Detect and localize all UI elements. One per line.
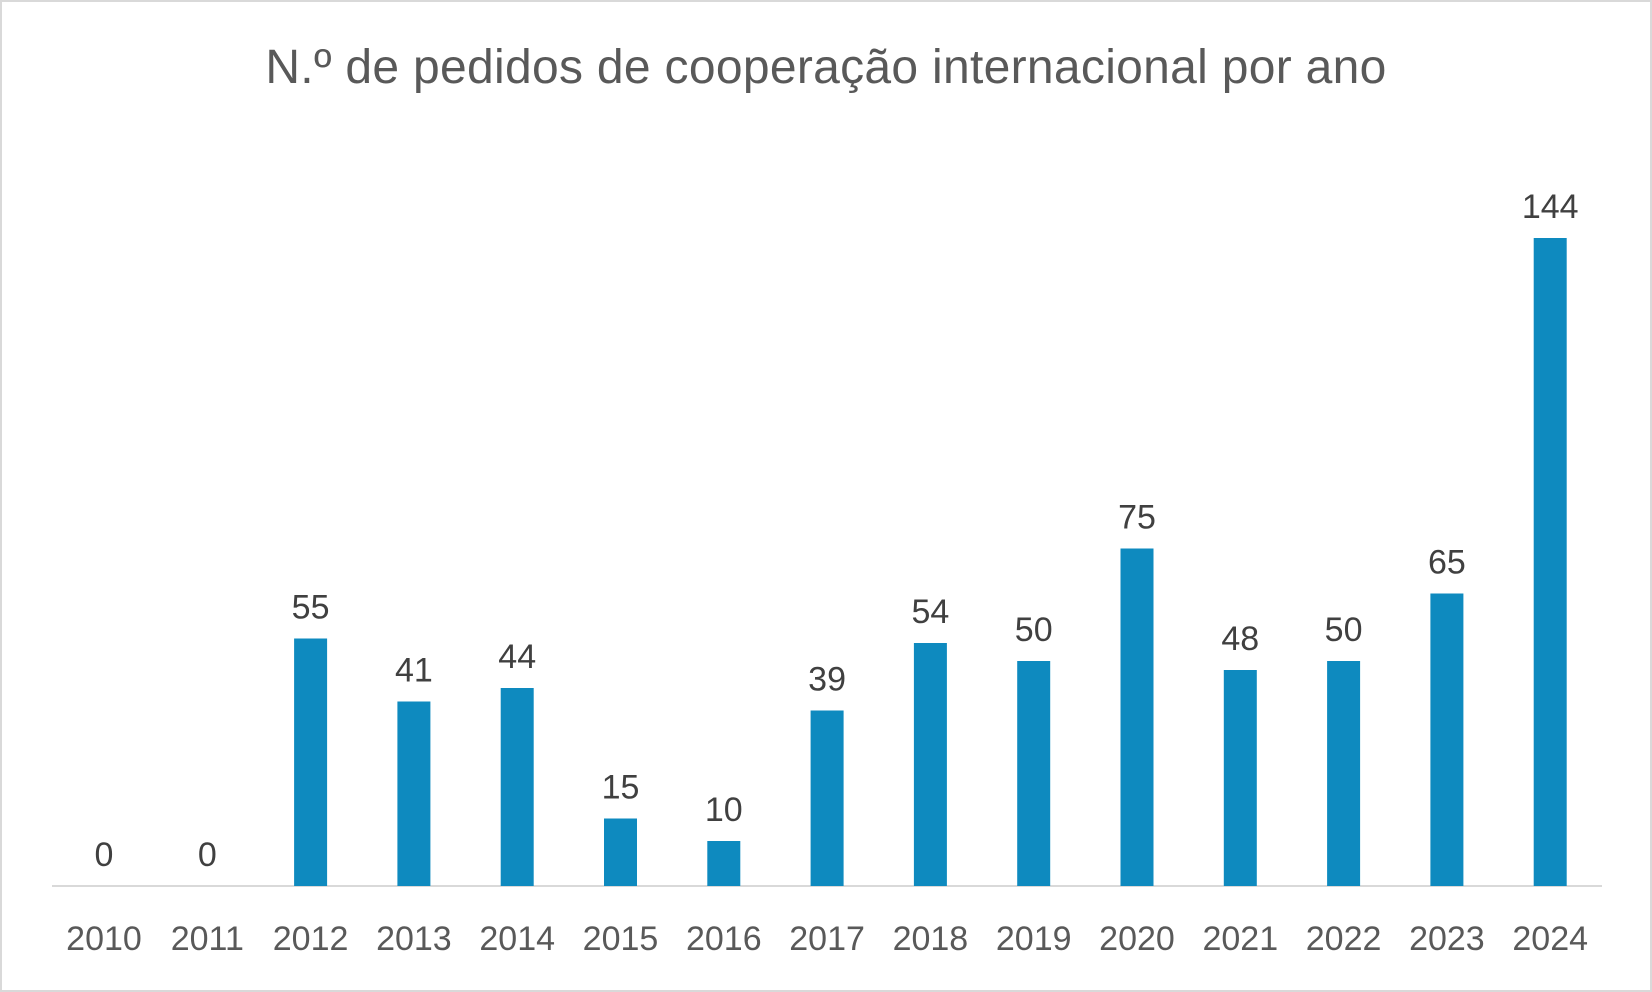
bar-2016 [707,841,741,886]
bar-2019 [1017,661,1051,886]
data-label-2018: 54 [911,593,949,631]
x-tick-labels-group: 2010 2011 2012 2013 2014 2015 2016 2017 2018 2019… [66,920,1588,958]
data-label-2014: 44 [498,638,536,676]
bar-2023 [1430,593,1464,886]
x-tick-label-2016: 2016 [686,920,762,958]
bar-2020 [1120,548,1154,886]
data-label-2019: 50 [1015,611,1053,649]
data-label-2013: 41 [395,652,433,690]
x-tick-label-2020: 2020 [1099,920,1175,958]
data-label-2020: 75 [1118,499,1156,537]
data-label-2021: 48 [1221,620,1259,658]
data-label-2023: 65 [1428,544,1466,582]
bar-2015 [604,818,637,886]
data-label-2016: 10 [705,791,743,829]
chart-title: N.º de pedidos de cooperação internacion… [265,41,1387,94]
bar-2012 [294,638,328,886]
data-label-2011: 0 [198,836,217,874]
x-tick-label-2011: 2011 [171,920,244,958]
x-tick-label-2014: 2014 [479,920,555,958]
x-tick-label-2018: 2018 [893,920,969,958]
bar-2024 [1533,238,1567,886]
x-tick-label-2012: 2012 [273,920,349,958]
x-tick-label-2010: 2010 [66,920,142,958]
data-label-2012: 55 [292,589,330,627]
x-tick-label-2022: 2022 [1306,920,1382,958]
data-label-2017: 39 [808,661,846,699]
x-tick-label-2023: 2023 [1409,920,1485,958]
x-tick-label-2013: 2013 [376,920,452,958]
x-tick-label-2019: 2019 [996,920,1072,958]
data-labels-group: 0 0 55 41 44 15 10 39 54 50 75 48 50 65 144 [95,188,1579,874]
x-tick-label-2017: 2017 [789,920,865,958]
data-label-2024: 144 [1522,188,1579,226]
bar-2022 [1327,661,1361,886]
data-label-2022: 50 [1325,611,1363,649]
bar-2013 [397,701,431,886]
bar-2014 [500,688,534,886]
bar-2021 [1223,670,1257,886]
data-label-2010: 0 [95,836,114,874]
x-tick-label-2024: 2024 [1512,920,1588,958]
bar-2018 [913,643,947,886]
x-tick-label-2021: 2021 [1202,920,1278,958]
bars-group [294,238,1567,886]
x-tick-label-2015: 2015 [583,920,659,958]
bar-2017 [810,710,844,886]
data-label-2015: 15 [602,769,640,807]
